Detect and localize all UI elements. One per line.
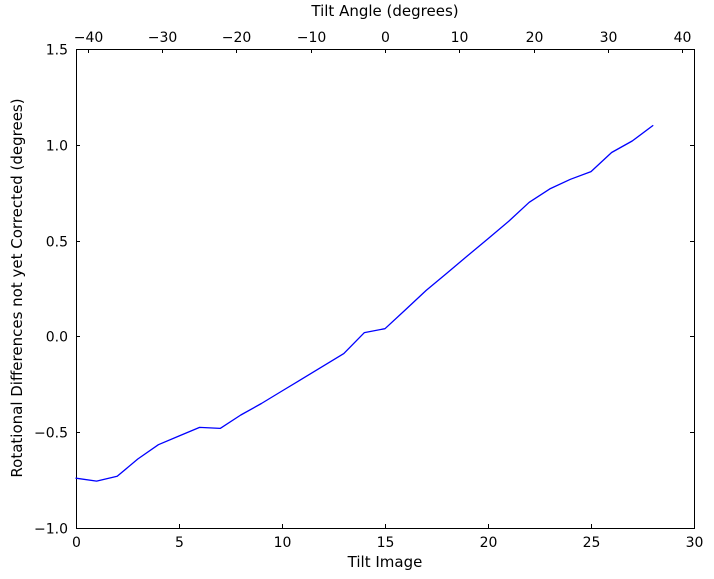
top-tick-label: −10 bbox=[297, 30, 327, 46]
top-tick-label: 30 bbox=[600, 30, 618, 46]
top-tick-label: 20 bbox=[526, 30, 544, 46]
y-tick-label: 0.5 bbox=[46, 235, 68, 251]
top-tick-label: −20 bbox=[222, 30, 252, 46]
plot-border bbox=[76, 49, 695, 529]
top-axis-title: Tilt Angle (degrees) bbox=[311, 2, 459, 20]
x-axis-title: Tilt Image bbox=[347, 553, 423, 571]
top-tick-label: −40 bbox=[74, 30, 104, 46]
top-tick-label: 0 bbox=[381, 30, 390, 46]
data-line bbox=[75, 124, 654, 482]
y-axis-title: Rotational Differences not yet Corrected… bbox=[8, 98, 26, 478]
y-tick-label: −0.5 bbox=[34, 426, 68, 442]
y-tick-label: 1.0 bbox=[46, 139, 68, 155]
top-tick-label: 10 bbox=[451, 30, 469, 46]
top-tick-label: −30 bbox=[148, 30, 178, 46]
bottom-tick-label: 25 bbox=[583, 535, 601, 551]
bottom-tick-label: 15 bbox=[377, 535, 395, 551]
bottom-tick-label: 20 bbox=[480, 535, 498, 551]
bottom-tick-label: 30 bbox=[686, 535, 704, 551]
bottom-tick-label: 0 bbox=[72, 535, 81, 551]
y-tick-label: −1.0 bbox=[34, 522, 68, 538]
y-tick-label: 1.5 bbox=[46, 43, 68, 59]
bottom-tick-label: 5 bbox=[175, 535, 184, 551]
bottom-tick-label: 10 bbox=[274, 535, 292, 551]
y-tick-label: 0.0 bbox=[46, 330, 68, 346]
top-tick-label: 40 bbox=[674, 30, 692, 46]
